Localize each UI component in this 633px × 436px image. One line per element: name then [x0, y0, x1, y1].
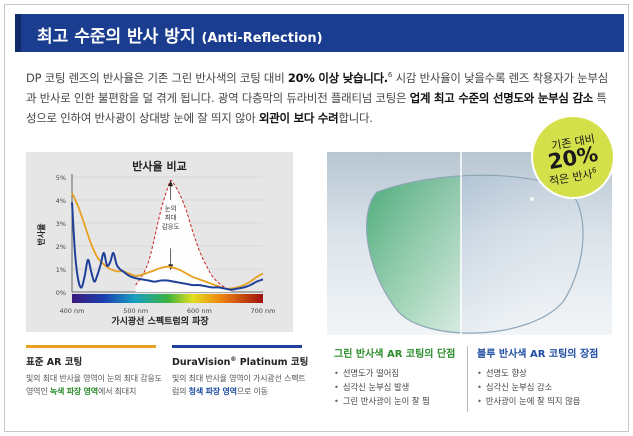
- badge-footnote: 6: [591, 166, 598, 175]
- sensitivity-area: [135, 180, 232, 292]
- legend-name-platinum-b: Platinum 코팅: [236, 357, 309, 368]
- x-tick-label: 400 nm: [60, 307, 85, 315]
- intro-text-2: 시감 반사율이 낮을수록 렌즈 착용자가 눈부심과 반사로 인한 불편함을 덜 …: [26, 70, 609, 105]
- pros-item: 심각신 눈부심 감소: [477, 380, 617, 394]
- intro-paragraph: DP 코팅 렌즈의 반사율은 기존 그린 반사색의 코팅 대비 20% 이상 낮…: [26, 65, 616, 128]
- x-tick-label: 600 nm: [187, 307, 212, 315]
- lens-comparison-image: [327, 152, 612, 335]
- cons-item: 선명도가 떨어짐: [334, 366, 474, 380]
- legend-standard: 표준 AR 코팅 빛의 최대 반사율 영역이 눈의 최대 감응도 영역인 녹색 …: [26, 345, 166, 398]
- intro-bold-1: 20% 이상 낮습니다.: [287, 70, 388, 85]
- annotation-text: 감응도: [162, 222, 180, 230]
- legend-desc-standard-b: 에서 최대치: [97, 387, 137, 396]
- title-english: (Anti-Reflection): [201, 31, 323, 46]
- cons-item: 심각신 눈부심 발생: [334, 380, 474, 394]
- footnote-ref: 6: [387, 71, 393, 79]
- pros-cons-divider: [467, 346, 468, 412]
- intro-text-4: 합니다.: [338, 110, 373, 125]
- annotation-text: 눈의: [165, 203, 177, 212]
- cons-column: 그린 반사색 AR 코팅의 단점 선명도가 떨어짐 심각신 눈부심 발생 그린 …: [334, 345, 474, 408]
- y-tick-label: 3%: [56, 220, 66, 228]
- spectrum-band: [72, 294, 263, 303]
- series-line-platinum: [71, 202, 264, 291]
- pros-column: 블루 반사색 AR 코팅의 장점 선명도 향상 심각신 눈부심 감소 반사광이 …: [477, 345, 617, 408]
- annotation-arrowhead-up: [168, 180, 174, 187]
- legend-name-standard: 표준 AR 코팅: [26, 357, 83, 368]
- y-tick-label: 4%: [56, 197, 66, 205]
- cons-title: 그린 반사색 AR 코팅의 단점: [334, 349, 456, 360]
- annotation-text: 최대: [165, 212, 177, 221]
- y-tick-label: 5%: [56, 174, 66, 182]
- pros-item: 선명도 향상: [477, 366, 617, 380]
- intro-text-1: DP 코팅 렌즈의 반사율은 기존 그린 반사색의 코팅 대비: [26, 70, 288, 85]
- pros-title: 블루 반사색 AR 코팅의 장점: [477, 349, 599, 360]
- pros-item: 반사광이 눈에 잘 띄지 않음: [477, 394, 617, 408]
- content-frame: [4, 4, 629, 432]
- intro-text-3: 특성으로 인하여 반사광이 상대방 눈에 잘 띄지 않아: [26, 90, 607, 125]
- chart-x-axis-label: 가시광선 스펙트럼의 파장: [111, 317, 209, 327]
- section-title: 최고 수준의 반사 방지 (Anti-Reflection): [37, 22, 323, 47]
- section-header: 최고 수준의 반사 방지 (Anti-Reflection): [15, 14, 624, 52]
- y-tick-label: 1%: [56, 266, 66, 274]
- legend-swatch-standard: [26, 345, 156, 348]
- reflection-badge: 기존 대비 20% 적은 반사6: [533, 117, 613, 197]
- chart-title: 반사율 비교: [132, 160, 187, 173]
- legend-desc-standard: 빛의 최대 반사율 영역이 눈의 최대 감응도 영역인 녹색 파장 영역에서 최…: [26, 372, 166, 398]
- series-line-standard: [71, 192, 264, 290]
- chart-y-axis-label: 반사율: [36, 223, 46, 246]
- cons-item: 그린 반사광이 눈이 잘 띔: [334, 394, 474, 408]
- legend-name-platinum: DuraVision® Platinum 코팅: [172, 354, 312, 368]
- chart-svg: 0% 1% 2% 3% 4% 5% 400 nm 500 nm 600 nm 700 nm 반사율 눈…: [36, 174, 276, 315]
- x-tick-label: 700 nm: [251, 307, 276, 315]
- legend-desc-platinum-hl: 청색 파장 영역: [188, 387, 237, 396]
- legend-swatch-platinum: [172, 345, 302, 348]
- lens-illustration: [366, 152, 584, 335]
- x-tick-label: 500 nm: [123, 307, 148, 315]
- title-korean: 최고 수준의 반사 방지: [37, 27, 196, 47]
- y-tick-label: 2%: [56, 243, 66, 251]
- legend-desc-standard-hl: 녹색 파장 영역: [49, 387, 98, 396]
- legend-platinum: DuraVision® Platinum 코팅 빛의 최대 반사율 영역이 가시…: [172, 345, 312, 398]
- intro-bold-3: 외관이 보다 수려: [258, 110, 339, 125]
- legend-desc-platinum-b: 으로 이동: [236, 387, 268, 396]
- y-tick-label: 0%: [56, 289, 66, 297]
- legend-desc-standard-a: 빛의 최대 반사율 영역이 눈의 최대 감응도 영역인: [26, 374, 162, 396]
- legend-name-platinum-sup: ®: [230, 355, 237, 363]
- intro-bold-2: 업계 최고 수준의 선명도와 눈부심 감소: [409, 90, 594, 105]
- legend-desc-platinum: 빛의 최대 반사율 영역이 가시광선 스펙트럼의 청색 파장 영역으로 이동: [172, 372, 312, 398]
- legend-name-platinum-a: DuraVision: [172, 357, 231, 368]
- legend-desc-platinum-a: 빛의 최대 반사율 영역이 가시광선 스펙트럼의: [172, 374, 306, 396]
